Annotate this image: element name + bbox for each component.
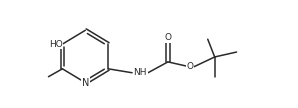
Text: O: O [164, 33, 171, 42]
Text: N: N [82, 78, 89, 88]
Text: HO: HO [49, 40, 62, 49]
Text: NH: NH [133, 68, 147, 77]
Text: O: O [186, 62, 193, 71]
